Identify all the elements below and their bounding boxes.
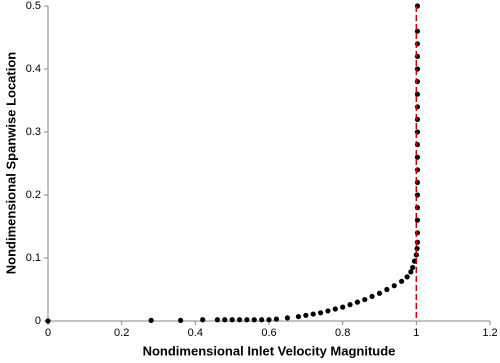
point bbox=[391, 283, 397, 289]
x-tick-label: 1 bbox=[413, 327, 419, 339]
point bbox=[410, 264, 416, 271]
x-tick-label: 0.8 bbox=[335, 327, 350, 339]
point bbox=[214, 317, 221, 323]
x-tick-label: 0.6 bbox=[261, 327, 276, 339]
point bbox=[399, 278, 405, 284]
point bbox=[200, 317, 206, 323]
point bbox=[369, 293, 375, 300]
point bbox=[347, 302, 353, 308]
point bbox=[236, 317, 243, 323]
point bbox=[148, 317, 154, 323]
point bbox=[229, 317, 235, 323]
y-tick-label: 0 bbox=[35, 315, 41, 327]
point bbox=[266, 317, 272, 323]
point bbox=[376, 290, 383, 296]
x-tick-label: 1.2 bbox=[482, 327, 497, 339]
x-axis-label: Nondimensional Inlet Velocity Magnitude bbox=[143, 343, 396, 358]
point bbox=[404, 274, 410, 280]
point bbox=[45, 318, 51, 324]
point bbox=[317, 310, 324, 316]
y-tick-label: 0.3 bbox=[26, 126, 41, 138]
point bbox=[244, 317, 250, 323]
point bbox=[222, 317, 228, 323]
y-tick-label: 0.5 bbox=[26, 0, 41, 12]
point bbox=[284, 315, 291, 321]
point bbox=[408, 269, 414, 275]
y-tick-label: 0.2 bbox=[26, 189, 41, 201]
y-axis-label: Nondimensional Spanwise Location bbox=[3, 52, 18, 275]
point bbox=[384, 286, 390, 293]
y-tick-label: 0.1 bbox=[26, 252, 41, 264]
x-tick-label: 0.2 bbox=[114, 327, 129, 339]
point bbox=[259, 317, 265, 323]
point bbox=[354, 299, 360, 305]
point bbox=[178, 317, 184, 323]
x-tick-label: 0.4 bbox=[188, 327, 203, 339]
point bbox=[332, 306, 338, 312]
point bbox=[251, 317, 257, 323]
point bbox=[340, 304, 346, 310]
point bbox=[295, 313, 302, 320]
point bbox=[362, 296, 368, 303]
point bbox=[303, 312, 309, 318]
point bbox=[325, 308, 331, 314]
y-tick-label: 0.4 bbox=[26, 63, 41, 75]
point bbox=[310, 311, 316, 317]
point bbox=[273, 316, 279, 322]
x-tick-label: 0 bbox=[45, 327, 51, 339]
